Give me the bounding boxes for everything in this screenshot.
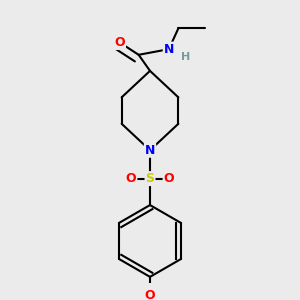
Text: N: N [164, 43, 174, 56]
Text: O: O [126, 172, 136, 185]
Text: O: O [164, 172, 174, 185]
Text: N: N [145, 144, 155, 157]
Text: O: O [114, 36, 125, 49]
Text: S: S [146, 172, 154, 185]
Text: H: H [181, 52, 190, 62]
Text: O: O [145, 289, 155, 300]
